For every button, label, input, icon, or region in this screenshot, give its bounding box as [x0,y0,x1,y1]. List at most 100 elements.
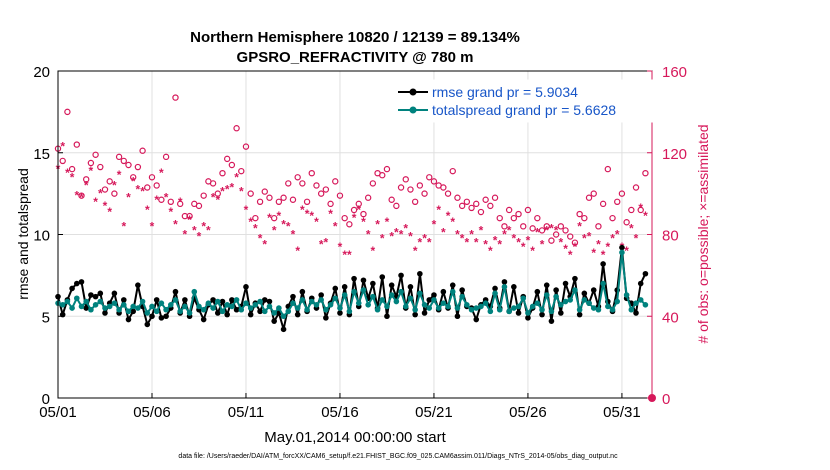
possible-obs-marker [632,184,640,191]
totalspread-point [567,297,574,303]
assimilated-obs-marker: * [253,221,258,235]
possible-obs-marker [458,202,466,210]
possible-obs-marker [261,188,268,195]
assimilated-obs-marker: * [389,230,394,244]
possible-obs-marker [548,237,555,244]
assimilated-obs-marker: * [375,217,380,231]
possible-obs-marker [111,190,118,197]
totalspread-point [149,303,155,310]
totalspread-point [214,298,221,305]
possible-obs-marker [496,214,503,222]
rmse-point [163,313,169,320]
legend-marker-spread [409,106,417,114]
totalspread-point [327,302,334,308]
possible-obs-marker [520,223,527,230]
possible-obs-marker [346,221,353,228]
assimilated-obs-marker: * [74,189,79,203]
totalspread-point [346,308,353,315]
possible-obs-marker [623,219,630,226]
assimilated-obs-marker: * [591,246,596,260]
possible-obs-marker [129,174,137,181]
possible-obs-marker [538,227,546,234]
totalspread-point [64,298,71,305]
possible-obs-marker [595,223,602,230]
rmse-point [229,297,235,303]
assimilated-obs-marker: * [309,209,314,223]
rmse-point [590,287,597,293]
possible-obs-marker [247,190,254,197]
rmse-point [102,310,108,316]
totalspread-point [515,303,522,310]
assimilated-obs-marker: * [638,201,643,215]
rmse-point [158,315,165,321]
totalspread-point [351,288,357,295]
rmse-point [440,288,447,295]
possible-obs-marker [562,227,569,234]
totalspread-point [426,305,433,311]
x-tick-label: 05/11 [228,404,264,421]
totalspread-point [464,302,470,308]
possible-obs-marker [125,161,132,169]
rmse-point [341,284,348,290]
totalspread-point [172,297,179,303]
assimilated-obs-marker: * [596,238,601,252]
totalspread-point [261,308,268,315]
assimilated-obs-marker: * [530,244,535,258]
rmse-point [426,297,433,303]
totalspread-point [487,308,494,315]
totalspread-point [139,298,146,305]
possible-obs-marker [195,202,203,210]
rmse-point [290,293,296,300]
possible-obs-marker [294,174,301,181]
assimilated-obs-marker: * [385,215,390,229]
possible-obs-marker [571,239,579,246]
assimilated-obs-marker: * [121,219,126,233]
totalspread-point [478,303,484,310]
totalspread-point [97,298,104,305]
totalspread-point [642,302,649,308]
possible-obs-marker [228,161,236,169]
possible-obs-marker [637,206,644,214]
totalspread-point [224,302,230,308]
rmse-point [153,297,160,303]
legend-box [392,79,654,123]
possible-obs-marker [468,204,475,212]
assimilated-obs-marker: * [422,232,427,246]
assimilated-obs-marker: * [65,166,70,180]
totalspread-point [525,310,531,316]
rmse-point [515,310,522,316]
assimilated-obs-marker: * [230,180,235,194]
possible-obs-marker [397,184,405,191]
rmse-point [576,311,583,318]
possible-obs-marker [444,190,452,197]
totalspread-point [623,292,630,298]
possible-obs-marker [266,194,273,201]
assimilated-obs-marker: * [554,223,559,237]
rmse-point [543,282,550,288]
assimilated-obs-marker: * [262,238,267,252]
obs-count-markers: *** ** ****** ******* ************ ** ** ** * ***… [54,94,649,262]
totalspread-point [290,300,296,306]
chart-subtitle: GPSRO_REFRACTIVITY @ 780 m [237,49,474,66]
rmse-point [412,311,418,318]
possible-obs-marker [430,178,438,185]
possible-obs-marker [501,223,508,230]
totalspread-point [229,303,235,310]
rmse-point [73,280,80,287]
assimilated-obs-marker: * [117,168,122,182]
totalspread-point [581,297,588,303]
possible-obs-marker [416,182,424,189]
assimilated-obs-marker: * [324,236,329,250]
totalspread-point [191,288,198,295]
assimilated-obs-marker: * [446,209,451,223]
totalspread-point [167,302,174,308]
rmse-point [492,285,498,292]
possible-obs-marker [618,190,626,197]
possible-obs-marker [557,223,565,230]
possible-obs-marker [421,190,428,197]
totalspread-point [73,295,80,302]
assimilated-obs-marker: * [154,193,159,207]
assimilated-obs-marker: * [474,236,479,250]
rmse-point [637,280,644,287]
assimilated-obs-marker: * [483,238,488,252]
